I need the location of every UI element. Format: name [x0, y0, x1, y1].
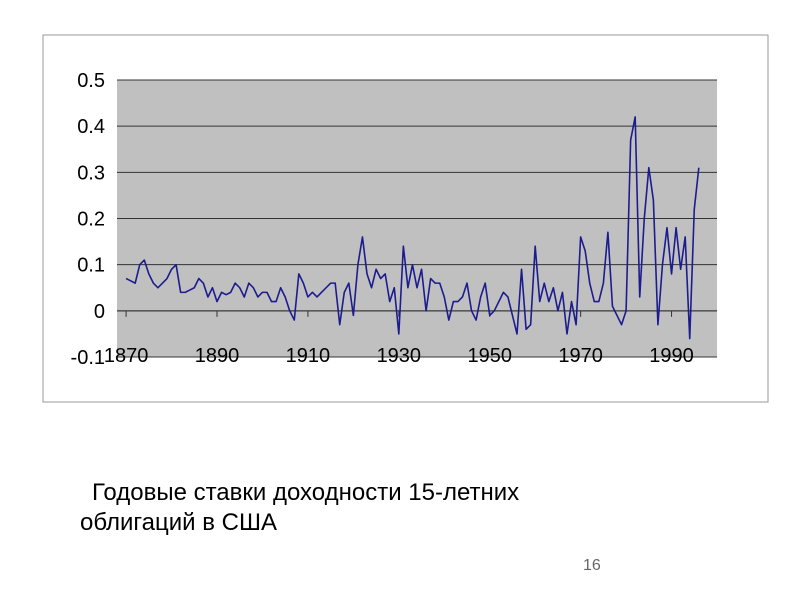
y-tick-label: 0.5	[77, 70, 105, 92]
y-tick-label: 0	[94, 301, 105, 323]
caption-line: облигаций в США	[80, 509, 277, 536]
series-line	[125, 116, 700, 340]
x-tick-label: 1870	[104, 345, 149, 367]
caption-line: Годовые ставки доходности 15-летних	[92, 479, 519, 506]
y-tick-label: 0.1	[77, 255, 105, 277]
x-tick-label: 1930	[377, 345, 422, 367]
x-tick-label: 1970	[558, 345, 603, 367]
y-tick-label: 0.3	[77, 162, 105, 184]
x-tick-label: 1890	[195, 345, 240, 367]
x-tick-label: 1990	[649, 345, 694, 367]
page-number: 16	[583, 557, 601, 574]
y-tick-label: 0.4	[77, 116, 105, 138]
y-tick-label: 0.2	[77, 209, 105, 231]
x-tick-label: 1950	[467, 345, 512, 367]
x-tick-label: 1910	[286, 345, 331, 367]
y-tick-label: -0.1	[71, 347, 105, 369]
